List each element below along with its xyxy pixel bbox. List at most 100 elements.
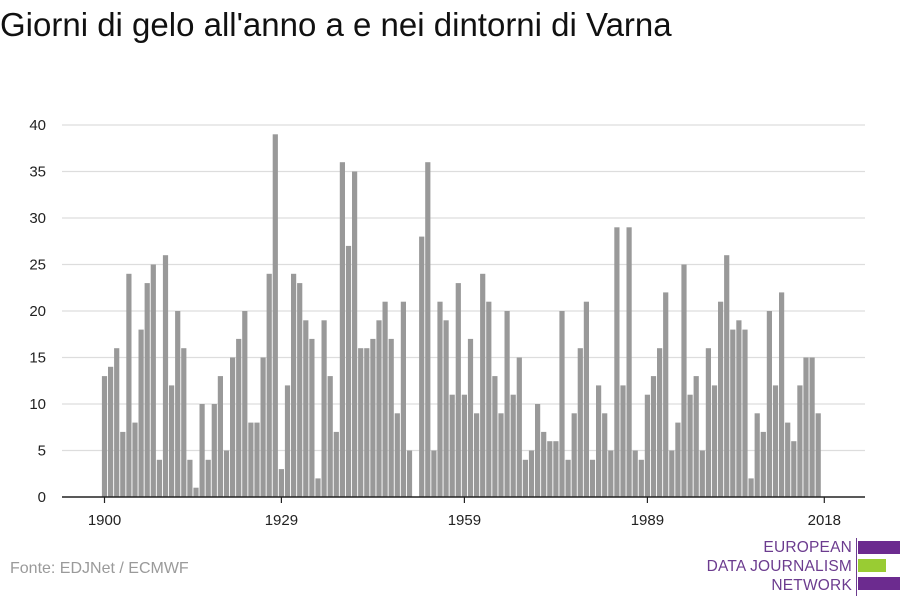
chart-title: Giorni di gelo all'anno a e nei dintorni…: [0, 6, 672, 43]
bar-1993: [669, 450, 675, 497]
bar-1947: [388, 338, 394, 497]
bar-2004: [736, 320, 742, 497]
bar-2016: [809, 357, 815, 497]
bar-1943: [364, 348, 370, 497]
y-tick-label: 20: [29, 303, 46, 320]
bar-1903: [120, 431, 126, 497]
bar-1932: [297, 283, 303, 497]
bar-1963: [486, 301, 492, 497]
bar-1904: [126, 273, 132, 497]
bar-1971: [535, 404, 541, 497]
x-tick-label: 1929: [265, 512, 298, 529]
bar-1965: [498, 413, 504, 497]
bar-1925: [254, 422, 260, 497]
bar-1900: [101, 376, 108, 497]
bar-2002: [724, 255, 730, 497]
bar-2000: [711, 385, 718, 497]
bar-1976: [565, 459, 571, 497]
y-tick-label: 35: [29, 164, 46, 181]
bar-1936: [321, 320, 327, 497]
y-tick-label: 30: [29, 210, 46, 227]
bar-1960: [467, 338, 474, 497]
bar-1921: [230, 357, 236, 497]
bar-1952: [419, 236, 425, 497]
x-tick-label: 1989: [631, 512, 664, 529]
bar-1974: [553, 441, 559, 497]
bar-1954: [431, 450, 437, 497]
bar-1945: [376, 320, 382, 497]
bar-1986: [626, 227, 632, 498]
x-axis-ticks: 1900 1929 1959 1989 2018: [88, 497, 841, 529]
bar-1982: [602, 413, 608, 497]
bar-2013: [791, 441, 797, 497]
y-tick-label: 5: [38, 443, 46, 460]
x-tick-label: 2018: [808, 512, 841, 529]
bar-1969: [522, 459, 528, 497]
bar-1931: [291, 273, 297, 497]
y-tick-label: 10: [29, 396, 46, 413]
bar-1923: [242, 311, 248, 497]
bar-1908: [150, 264, 156, 497]
bar-2014: [797, 385, 803, 497]
bar-1962: [480, 273, 486, 497]
y-tick-label: 15: [29, 350, 46, 367]
bar-1956: [443, 320, 449, 497]
bar-1984: [614, 227, 620, 498]
bar-1967: [510, 394, 516, 497]
bar-1927: [266, 273, 272, 497]
bar-1939: [339, 162, 345, 497]
bar-1934: [309, 338, 315, 497]
bar-1973: [547, 441, 553, 497]
bars: [101, 134, 821, 498]
bar-1930: [284, 385, 291, 497]
bar-1918: [211, 404, 217, 497]
bar-1917: [205, 459, 211, 497]
logo-text-line2: DATA JOURNALISM: [706, 558, 852, 575]
bar-2003: [730, 329, 736, 497]
bar-2012: [785, 422, 791, 497]
bar-2015: [803, 357, 809, 497]
bar-1938: [333, 431, 339, 497]
logo-text-line1: EUROPEAN: [763, 539, 852, 556]
bar-1961: [474, 413, 480, 497]
bar-1913: [181, 348, 187, 497]
edjnet-logo: EUROPEAN DATA JOURNALISM NETWORK: [700, 538, 900, 598]
bar-1924: [248, 422, 254, 497]
bar-1937: [327, 376, 333, 497]
bar-1946: [382, 301, 388, 497]
bar-1919: [217, 376, 223, 497]
bar-1948: [394, 413, 400, 497]
logo-bar-top: [858, 541, 900, 554]
logo-bar-middle: [858, 559, 886, 572]
bar-1975: [559, 311, 565, 497]
bar-1958: [455, 283, 461, 497]
bar-2010: [772, 385, 779, 497]
y-tick-label: 40: [29, 117, 46, 134]
bar-1905: [132, 422, 138, 497]
bar-1970: [528, 450, 535, 497]
bar-1980: [589, 459, 596, 497]
bar-1959: [461, 394, 467, 497]
bar-1933: [303, 320, 309, 497]
y-tick-label: 0: [38, 489, 46, 506]
bar-1902: [114, 348, 120, 497]
y-tick-label: 25: [29, 257, 46, 274]
bar-2009: [766, 311, 772, 497]
bar-1978: [577, 348, 583, 497]
bar-1950: [406, 450, 413, 497]
x-tick-label: 1959: [448, 512, 481, 529]
bar-2007: [754, 413, 760, 497]
bar-2005: [742, 329, 748, 497]
bar-1916: [199, 404, 205, 497]
bar-1966: [504, 311, 510, 497]
bar-1985: [620, 385, 626, 497]
bar-1964: [492, 376, 498, 497]
logo-text-line3: NETWORK: [771, 577, 852, 594]
bar-1999: [705, 348, 711, 497]
bar-1994: [675, 422, 681, 497]
bar-1926: [260, 357, 266, 497]
bar-1929: [278, 469, 284, 497]
bar-1995: [681, 264, 687, 497]
x-tick-label: 1900: [88, 512, 121, 529]
